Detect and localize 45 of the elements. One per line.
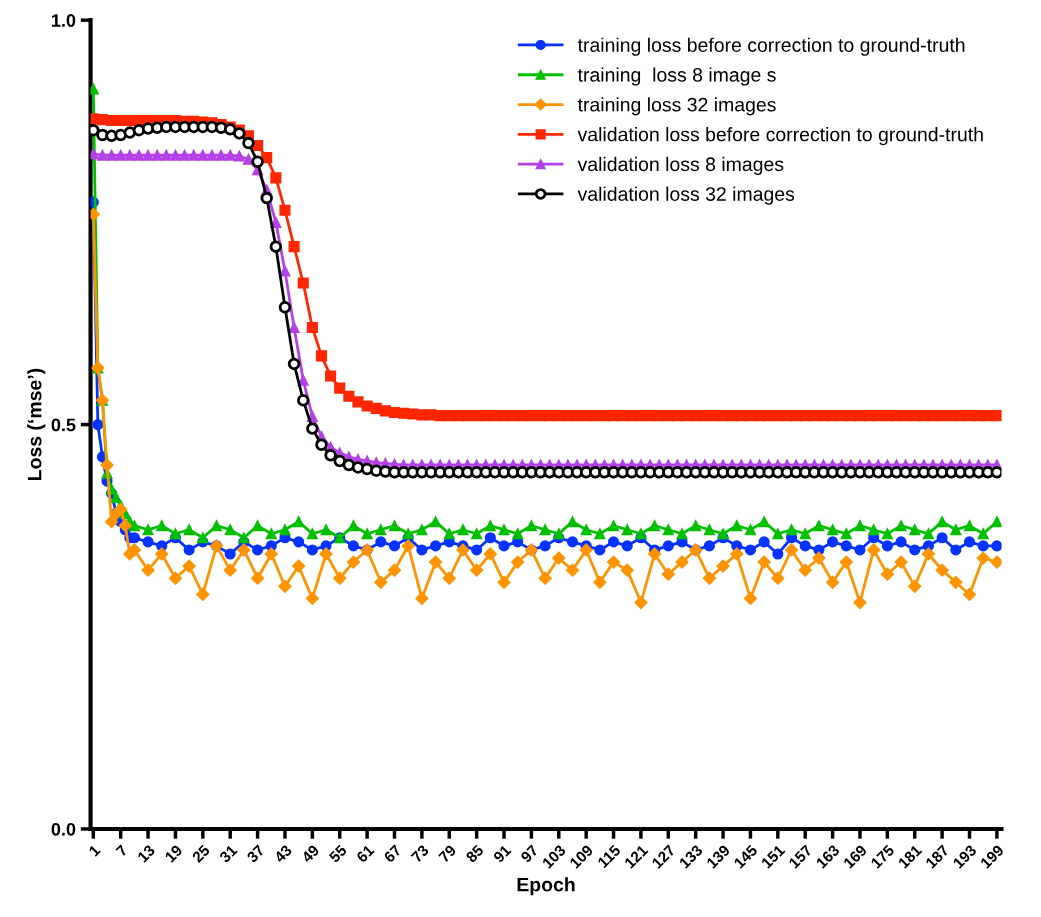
y-axis-title: Loss (‘mse’) <box>27 368 46 480</box>
x-tick-label: 103 <box>541 844 567 869</box>
x-tick-label: 85 <box>465 844 485 864</box>
legend-label: validation loss 32 images <box>577 186 795 205</box>
x-tick-label: 67 <box>383 844 402 864</box>
x-tick-label: 139 <box>706 844 731 869</box>
x-tick-label: 127 <box>651 844 676 869</box>
x-tick-label: 145 <box>733 844 759 869</box>
x-tick-label: 1 <box>88 844 101 857</box>
legend-label: validation loss 8 images <box>577 156 784 175</box>
x-tick-label: 151 <box>760 844 786 869</box>
x-tick-label: 19 <box>164 844 183 863</box>
legend-label: validation loss before correction to ground-truth <box>577 127 983 146</box>
x-tick-label: 25 <box>191 844 211 864</box>
x-tick-label: 187 <box>925 844 950 869</box>
legend-label: training loss before correction to ground-truth <box>577 37 965 56</box>
x-tick-label: 169 <box>842 844 868 869</box>
x-tick-label: 133 <box>678 844 704 869</box>
x-tick-label: 157 <box>788 844 813 869</box>
legend-label: training loss 32 images <box>577 97 776 116</box>
legend-label: training loss 8 image s <box>577 67 776 86</box>
y-tick-label: 0.0 <box>51 822 76 836</box>
x-tick-label: 163 <box>815 844 841 869</box>
x-tick-label: 55 <box>328 844 348 864</box>
x-tick-label: 115 <box>597 844 622 869</box>
x-tick-label: 61 <box>355 844 375 864</box>
y-tick-label: 0.5 <box>51 418 76 432</box>
x-tick-label: 7 <box>115 844 129 857</box>
y-tick-label: 1.0 <box>52 14 76 27</box>
x-tick-label: 49 <box>300 844 320 864</box>
x-tick-label: 13 <box>137 844 156 863</box>
x-tick-label: 121 <box>623 844 649 869</box>
x-tick-label: 73 <box>410 844 430 864</box>
x-tick-label: 109 <box>569 844 594 869</box>
x-tick-label: 91 <box>492 844 512 864</box>
x-tick-label: 31 <box>218 844 238 864</box>
x-tick-label: 193 <box>952 844 978 869</box>
x-tick-label: 181 <box>897 844 923 869</box>
x-tick-label: 79 <box>437 844 457 864</box>
x-tick-label: 37 <box>246 844 266 864</box>
x-axis-title: Epoch <box>517 877 575 896</box>
x-tick-label: 175 <box>870 844 895 869</box>
x-tick-label: 43 <box>273 844 293 864</box>
x-tick-label: 199 <box>979 844 1005 869</box>
x-tick-label: 97 <box>520 844 539 864</box>
